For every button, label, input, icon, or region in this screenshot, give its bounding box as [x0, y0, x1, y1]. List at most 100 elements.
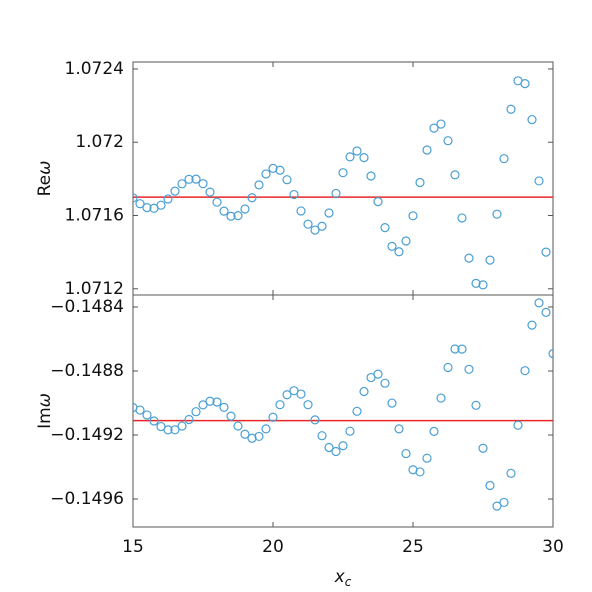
point — [226, 411, 236, 421]
point — [289, 189, 299, 200]
point — [457, 344, 467, 354]
y-axis-label: Reω — [35, 161, 55, 197]
point — [296, 206, 306, 216]
point — [310, 415, 320, 425]
point — [485, 480, 495, 491]
point — [464, 253, 474, 263]
point — [513, 420, 523, 430]
point — [359, 386, 369, 397]
point — [429, 123, 439, 133]
point — [359, 153, 369, 163]
x-axis-label-text: x — [334, 567, 346, 587]
point — [296, 389, 306, 399]
point — [338, 441, 348, 451]
y-axis-label: Imω — [35, 393, 55, 429]
point — [233, 421, 243, 431]
point — [436, 393, 446, 403]
x-axis-label: xc — [334, 567, 352, 589]
point — [303, 219, 313, 229]
point — [212, 197, 222, 207]
point — [520, 366, 530, 376]
point — [170, 186, 180, 196]
point — [303, 400, 313, 410]
x-axis-label-subscript: c — [345, 575, 352, 589]
point — [422, 145, 432, 155]
point — [422, 453, 432, 463]
point — [247, 433, 257, 443]
point — [142, 203, 152, 213]
point — [170, 425, 180, 435]
x-tick-label: 25 — [402, 537, 424, 557]
point — [324, 208, 334, 218]
point — [373, 369, 383, 379]
point — [163, 425, 173, 435]
point — [373, 197, 383, 207]
point — [478, 280, 488, 290]
point — [352, 146, 362, 156]
y-tick-label: 1.0716 — [65, 206, 124, 226]
y-tick-label: −0.1496 — [50, 489, 124, 509]
point — [380, 223, 390, 233]
point — [485, 255, 495, 265]
point — [443, 136, 453, 146]
point — [268, 163, 278, 173]
point — [380, 378, 390, 388]
point — [177, 421, 187, 431]
y-tick-label: −0.1484 — [50, 297, 124, 317]
point — [534, 176, 544, 186]
point — [415, 467, 425, 477]
point — [401, 236, 411, 246]
point — [464, 364, 474, 374]
x-tick-label: 15 — [122, 537, 144, 557]
point — [366, 171, 376, 181]
point — [191, 174, 201, 184]
point — [254, 431, 264, 442]
point — [499, 497, 509, 508]
point — [527, 114, 537, 125]
point — [401, 448, 411, 459]
point — [275, 400, 285, 410]
point — [471, 400, 481, 410]
point — [534, 298, 544, 308]
point — [149, 416, 159, 426]
y-axis-label-text: Re — [35, 175, 55, 197]
point — [254, 180, 264, 190]
point — [310, 225, 320, 235]
point — [352, 406, 362, 416]
point — [345, 152, 355, 162]
x-tick-label: 20 — [262, 537, 284, 557]
point — [233, 211, 243, 221]
point — [548, 349, 553, 359]
point — [520, 79, 530, 89]
point — [331, 188, 341, 199]
point — [429, 426, 439, 436]
y-tick-label: 1.072 — [75, 132, 124, 152]
point — [436, 119, 446, 129]
point — [345, 426, 355, 436]
point — [247, 193, 257, 203]
point — [205, 396, 215, 406]
point — [240, 204, 250, 214]
point — [338, 168, 348, 178]
point — [219, 206, 229, 216]
point — [324, 442, 334, 453]
point — [331, 446, 341, 457]
point — [198, 400, 208, 410]
point — [457, 213, 467, 223]
y-tick-label: 1.0724 — [65, 59, 124, 79]
point — [212, 397, 222, 407]
series — [133, 298, 553, 511]
point — [275, 165, 285, 175]
point — [387, 241, 397, 252]
point — [527, 320, 537, 330]
point — [184, 174, 194, 184]
point — [268, 412, 278, 422]
y-axis-label-symbol: ω — [35, 393, 55, 407]
point — [394, 247, 404, 257]
plot-frame — [132, 294, 554, 528]
x-tick-label: 30 — [542, 537, 564, 557]
point — [156, 200, 166, 210]
point — [282, 175, 292, 185]
point — [317, 221, 327, 231]
